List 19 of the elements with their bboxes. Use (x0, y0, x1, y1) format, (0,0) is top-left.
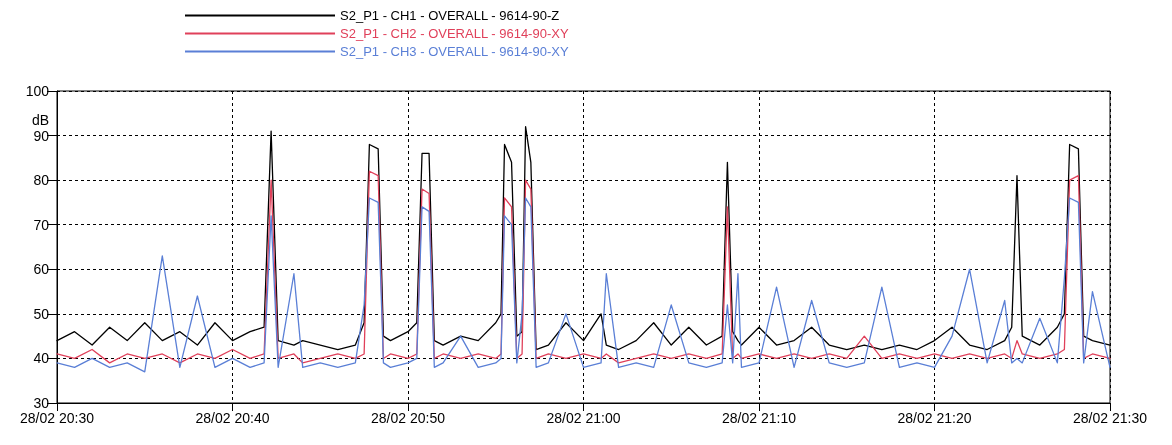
y-tick-label: 80 (33, 172, 50, 189)
y-tick-label: 50 (33, 305, 50, 322)
x-tick-label: 28/02 20:50 (371, 410, 446, 426)
text: S2_P1 - CH2 - OVERALL - 9614-90-XY (340, 26, 569, 41)
x-tick-label: 28/02 21:20 (897, 410, 972, 426)
x-tick-label: 28/02 21:30 (1073, 410, 1148, 426)
y-tick-label: 90 (33, 127, 50, 144)
text: S2_P1 - CH1 - OVERALL - 9614-90-Z (340, 8, 560, 23)
x-tick-label: 28/02 20:30 (20, 410, 95, 426)
x-tick-label: 28/02 20:40 (195, 410, 270, 426)
y-tick-label: 100 (25, 83, 50, 99)
x-tick-label: 28/02 21:00 (546, 410, 621, 426)
y-axis-title: dB (31, 112, 49, 128)
y-tick-label: 70 (33, 216, 50, 233)
y-tick-label: 40 (33, 350, 50, 367)
y-tick-label: 30 (33, 395, 50, 411)
y-tick-label: 60 (33, 261, 50, 278)
text: S2_P1 - CH3 - OVERALL - 9614-90-XY (340, 44, 569, 59)
x-tick-label: 28/02 21:10 (722, 410, 797, 426)
